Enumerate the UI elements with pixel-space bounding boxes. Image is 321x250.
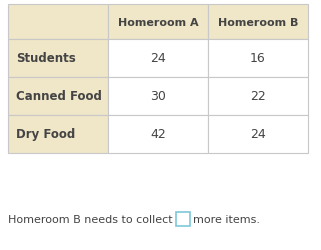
Bar	[208, 78, 308, 116]
Text: Students: Students	[16, 52, 76, 65]
Bar	[8, 116, 108, 154]
Bar	[108, 40, 208, 78]
Text: Canned Food: Canned Food	[16, 90, 102, 103]
Bar	[108, 78, 208, 116]
Text: Dry Food: Dry Food	[16, 128, 75, 141]
Text: 24: 24	[250, 128, 266, 141]
Bar	[8, 40, 108, 78]
Text: 42: 42	[150, 128, 166, 141]
Text: 30: 30	[150, 90, 166, 103]
Text: 22: 22	[250, 90, 266, 103]
Bar	[108, 5, 208, 40]
Bar	[208, 116, 308, 154]
Text: more items.: more items.	[193, 214, 260, 224]
Text: Homeroom B needs to collect: Homeroom B needs to collect	[8, 214, 173, 224]
Bar	[208, 5, 308, 40]
Text: 16: 16	[250, 52, 266, 65]
Text: 24: 24	[150, 52, 166, 65]
Bar	[8, 78, 108, 116]
Text: Homeroom A: Homeroom A	[118, 18, 198, 28]
Bar	[176, 212, 190, 226]
Bar	[208, 40, 308, 78]
Text: Homeroom B: Homeroom B	[218, 18, 298, 28]
Bar	[108, 116, 208, 154]
Bar	[8, 5, 108, 40]
